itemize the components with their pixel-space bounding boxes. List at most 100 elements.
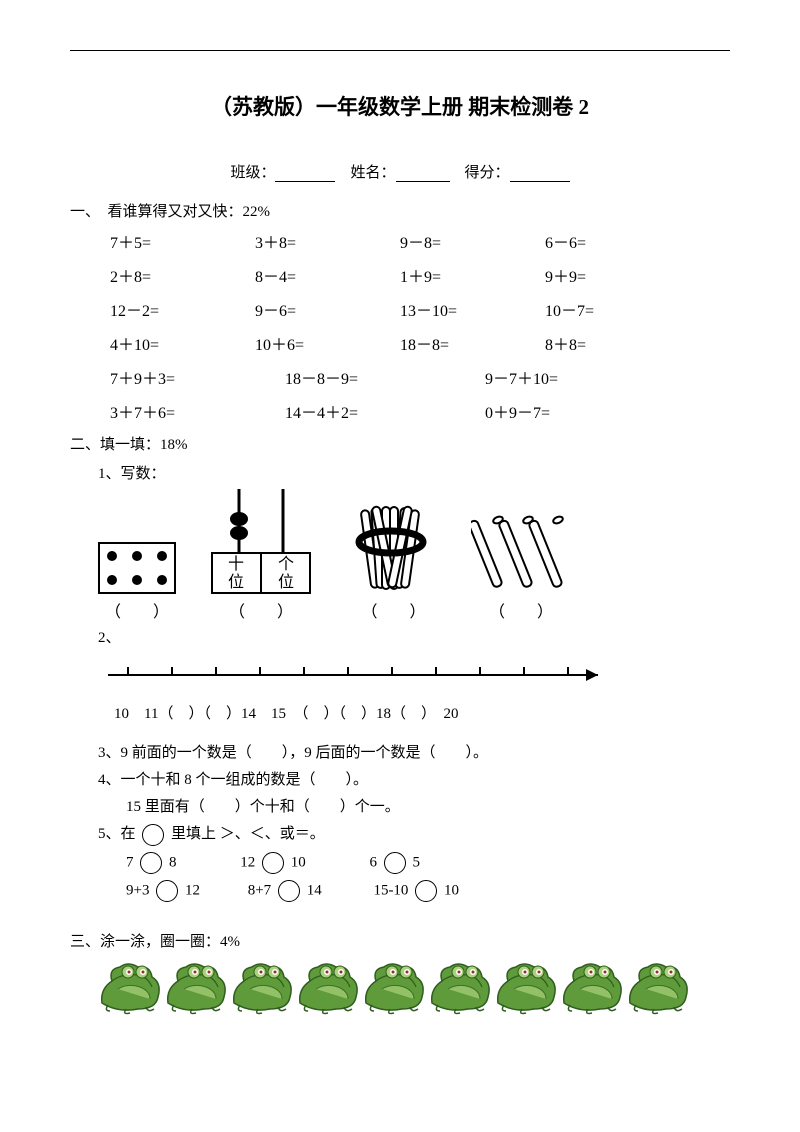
svg-text:位: 位 <box>278 573 294 591</box>
problem: 7＋5= <box>110 229 255 253</box>
frog-icon <box>494 959 560 1015</box>
compare-item: 6 5 <box>370 852 421 874</box>
frog-icon <box>626 959 692 1015</box>
frog-row <box>98 959 730 1015</box>
q5-head: 5、在 里填上 ＞、＜、或＝。 <box>70 822 730 846</box>
problem: 2＋8= <box>110 263 255 287</box>
circle-icon[interactable] <box>140 852 162 874</box>
problem: 9－7＋10= <box>485 365 665 389</box>
svg-text:位: 位 <box>228 573 244 591</box>
name-label: 姓名： <box>350 165 395 181</box>
problem: 4＋10= <box>110 331 255 355</box>
sticks-icon <box>471 514 571 594</box>
rhs: 14 <box>307 882 322 898</box>
lhs: 15-10 <box>373 882 408 898</box>
q4a-text: 4、一个十和 8 个一组成的数是（ ）。 <box>70 768 730 789</box>
q5-row1: 7 8 12 10 6 5 <box>70 852 730 874</box>
circle-icon <box>142 824 164 846</box>
section2-head: 二、填一填：18% <box>70 433 730 454</box>
top-rule <box>70 50 730 51</box>
paren: （ ） <box>489 598 553 622</box>
problem-row: 12－2= 9－6= 13－10= 10－7= <box>110 297 730 321</box>
abacus-icon: 十 个 位 位 <box>206 489 316 594</box>
lhs: 9+3 <box>126 882 149 898</box>
frog-icon <box>296 959 362 1015</box>
score-blank[interactable] <box>510 166 570 182</box>
svg-text:个: 个 <box>278 555 294 573</box>
class-blank[interactable] <box>275 166 335 182</box>
paren: （ ） <box>229 598 293 622</box>
problem: 7＋9＋3= <box>110 365 285 389</box>
number-line <box>98 655 730 696</box>
circle-icon[interactable] <box>415 880 437 902</box>
problem: 14－4＋2= <box>285 399 485 423</box>
frog-icon <box>362 959 428 1015</box>
lhs: 7 <box>126 854 134 870</box>
compare-item: 15-10 10 <box>373 880 459 902</box>
q3-text: 3、9 前面的一个数是（ ），9 后面的一个数是（ ）。 <box>70 741 730 762</box>
lhs: 6 <box>370 854 378 870</box>
q4b-text: 15 里面有（ ）个十和（ ）个一。 <box>70 795 730 816</box>
page-title: （苏教版）一年级数学上册 期末检测卷 2 <box>70 91 730 121</box>
class-label: 班级： <box>230 165 275 181</box>
compare-item: 8+7 14 <box>248 880 322 902</box>
rhs: 12 <box>185 882 200 898</box>
problem: 6－6= <box>545 229 690 253</box>
section1-problems: 7＋5= 3＋8= 9－8= 6－6= 2＋8= 8－4= 1＋9= 9＋9= … <box>70 229 730 423</box>
q5-prefix: 5、在 <box>98 826 136 842</box>
problem: 18－8－9= <box>285 365 485 389</box>
frog-icon <box>164 959 230 1015</box>
lhs: 12 <box>240 854 255 870</box>
circle-icon[interactable] <box>278 880 300 902</box>
problem-row: 2＋8= 8－4= 1＋9= 9＋9= <box>110 263 730 287</box>
rhs: 10 <box>444 882 459 898</box>
problem: 9－8= <box>400 229 545 253</box>
problem-row: 3＋7＋6= 14－4＋2= 0＋9－7= <box>110 399 730 423</box>
section1-head: 一、 看谁算得又对又快：22% <box>70 200 730 221</box>
frog-icon <box>98 959 164 1015</box>
rhs: 5 <box>413 854 421 870</box>
problem-row: 7＋5= 3＋8= 9－8= 6－6= <box>110 229 730 253</box>
problem: 1＋9= <box>400 263 545 287</box>
problem: 8＋8= <box>545 331 690 355</box>
problem: 13－10= <box>400 297 545 321</box>
compare-item: 7 8 <box>126 852 177 874</box>
paren: （ ） <box>361 598 425 622</box>
problem: 12－2= <box>110 297 255 321</box>
compare-item: 12 10 <box>240 852 306 874</box>
problem: 3＋7＋6= <box>110 399 285 423</box>
problem: 3＋8= <box>255 229 400 253</box>
problem: 0＋9－7= <box>485 399 665 423</box>
q2-label: 2、 <box>70 626 730 647</box>
problem: 9－6= <box>255 297 400 321</box>
rhs: 8 <box>169 854 177 870</box>
rhs: 10 <box>291 854 306 870</box>
dice-icon <box>98 542 176 594</box>
problem: 18－8= <box>400 331 545 355</box>
frog-icon <box>428 959 494 1015</box>
circle-icon[interactable] <box>262 852 284 874</box>
circle-icon[interactable] <box>156 880 178 902</box>
problem: 9＋9= <box>545 263 690 287</box>
frog-icon <box>560 959 626 1015</box>
problem: 10＋6= <box>255 331 400 355</box>
meta-row: 班级： 姓名： 得分： <box>70 161 730 182</box>
q5-row2: 9+3 12 8+7 14 15-10 10 <box>70 880 730 902</box>
section3-head: 三、涂一涂，圈一圈：4% <box>70 930 730 951</box>
bundle-icon <box>346 502 441 594</box>
number-line-labels: 10 11（ ）（ ）14 15 （ ）（ ）18（ ） 20 <box>114 702 730 723</box>
circle-icon[interactable] <box>384 852 406 874</box>
lhs: 8+7 <box>248 882 271 898</box>
problem: 8－4= <box>255 263 400 287</box>
problem-row: 7＋9＋3= 18－8－9= 9－7＋10= <box>110 365 730 389</box>
paren: （ ） <box>105 598 169 622</box>
score-label: 得分： <box>465 165 510 181</box>
name-blank[interactable] <box>396 166 450 182</box>
problem-row: 4＋10= 10＋6= 18－8= 8＋8= <box>110 331 730 355</box>
frog-icon <box>230 959 296 1015</box>
q1-images: （ ） 十 个 位 位 （ ） <box>98 489 730 622</box>
q1-label: 1、写数： <box>70 462 730 483</box>
tens-char: 十 <box>228 555 244 573</box>
problem: 10－7= <box>545 297 690 321</box>
q5-suffix: 里填上 ＞、＜、或＝。 <box>171 826 325 842</box>
